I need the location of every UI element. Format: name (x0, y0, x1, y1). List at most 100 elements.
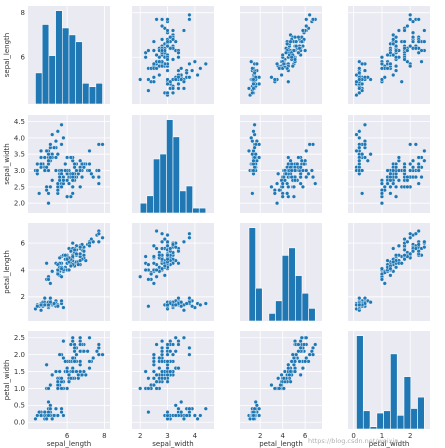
point-122 (96, 352, 101, 357)
point-98 (269, 382, 274, 388)
point-118 (313, 342, 318, 347)
point-47 (38, 413, 44, 418)
point-117 (187, 17, 192, 22)
point-142 (61, 355, 66, 361)
point-85 (176, 366, 181, 371)
point-143 (416, 242, 421, 247)
point-106 (399, 79, 404, 84)
point-93 (379, 191, 385, 196)
point-97 (388, 50, 393, 55)
point-31 (53, 406, 59, 411)
panel-background (132, 331, 214, 429)
point-143 (301, 161, 307, 167)
point-149 (292, 57, 298, 62)
panel-petal_length-vs-petal_width (348, 223, 430, 321)
point-119 (393, 55, 399, 60)
point-92 (280, 181, 285, 186)
point-87 (146, 48, 151, 53)
point-42 (170, 90, 176, 95)
ytick-label: 2 (21, 293, 25, 301)
point-85 (176, 261, 181, 266)
point-22 (181, 86, 187, 91)
panel-sepal_width-vs-petal_width (348, 115, 430, 213)
point-71 (280, 52, 285, 58)
panel-sepal_length-vs-sepal_width (132, 6, 214, 104)
point-148 (416, 50, 421, 55)
xtick-label: 8 (102, 432, 106, 440)
point-141 (81, 253, 87, 258)
point-130 (304, 355, 309, 361)
xlabel-sepal_width: sepal_width (152, 440, 193, 448)
point-144 (299, 158, 304, 163)
panel-sepal_length-vs-sepal_length (28, 6, 110, 105)
point-135 (96, 342, 101, 347)
point-44 (48, 406, 53, 411)
point-60 (138, 274, 143, 279)
point-40 (179, 410, 184, 415)
point-149 (165, 57, 170, 62)
xtick-label: 2 (138, 432, 142, 440)
hist-bar-petal_width-0 (356, 335, 364, 430)
point-143 (79, 161, 85, 167)
ytick-label: 6 (21, 54, 26, 62)
point-64 (388, 273, 393, 278)
point-87 (285, 191, 290, 196)
point-47 (251, 86, 256, 91)
panel-petal_width-vs-petal_width (348, 331, 430, 430)
point-46 (48, 142, 53, 147)
point-106 (44, 362, 49, 367)
point-67 (281, 386, 286, 391)
point-59 (50, 269, 55, 274)
hist-bar-sepal_length-5 (68, 34, 77, 105)
point-143 (170, 342, 176, 347)
point-142 (405, 178, 410, 183)
point-79 (154, 274, 159, 279)
point-86 (78, 258, 83, 263)
point-41 (146, 88, 151, 93)
point-42 (35, 413, 40, 418)
point-81 (379, 271, 385, 277)
point-131 (307, 352, 312, 357)
point-134 (391, 181, 396, 186)
point-132 (413, 246, 418, 251)
point-133 (70, 174, 75, 180)
hist-bar-petal_length-3 (268, 313, 276, 322)
xlabel-petal_length: petal_length (259, 440, 303, 448)
point-109 (181, 28, 187, 33)
point-145 (416, 168, 421, 173)
point-32 (354, 132, 359, 137)
point-147 (294, 352, 299, 357)
point-108 (78, 184, 83, 189)
point-149 (63, 359, 68, 364)
point-87 (146, 376, 151, 381)
point-131 (307, 12, 312, 18)
point-50 (83, 372, 88, 378)
point-81 (149, 271, 154, 277)
point-15 (252, 122, 257, 127)
point-102 (410, 30, 416, 35)
xtick-label: 4 (193, 432, 198, 440)
point-93 (272, 386, 277, 391)
point-84 (53, 369, 59, 374)
point-109 (181, 239, 187, 244)
point-90 (385, 66, 390, 71)
point-107 (402, 237, 407, 242)
point-14 (357, 59, 362, 64)
point-139 (168, 349, 173, 354)
point-99 (159, 376, 165, 381)
point-18 (360, 61, 365, 67)
point-79 (379, 181, 385, 186)
point-149 (63, 168, 68, 173)
point-14 (249, 59, 254, 64)
xtick-label: 0 (351, 432, 355, 440)
hist-bar-sepal_width-0 (139, 202, 148, 214)
point-44 (362, 142, 368, 147)
point-131 (100, 142, 105, 147)
ylabel-sepal_width: sepal_width (3, 143, 11, 184)
point-125 (402, 28, 407, 33)
point-148 (296, 50, 301, 55)
point-79 (59, 274, 64, 279)
point-99 (159, 266, 165, 271)
point-125 (170, 28, 176, 33)
point-109 (304, 335, 309, 340)
